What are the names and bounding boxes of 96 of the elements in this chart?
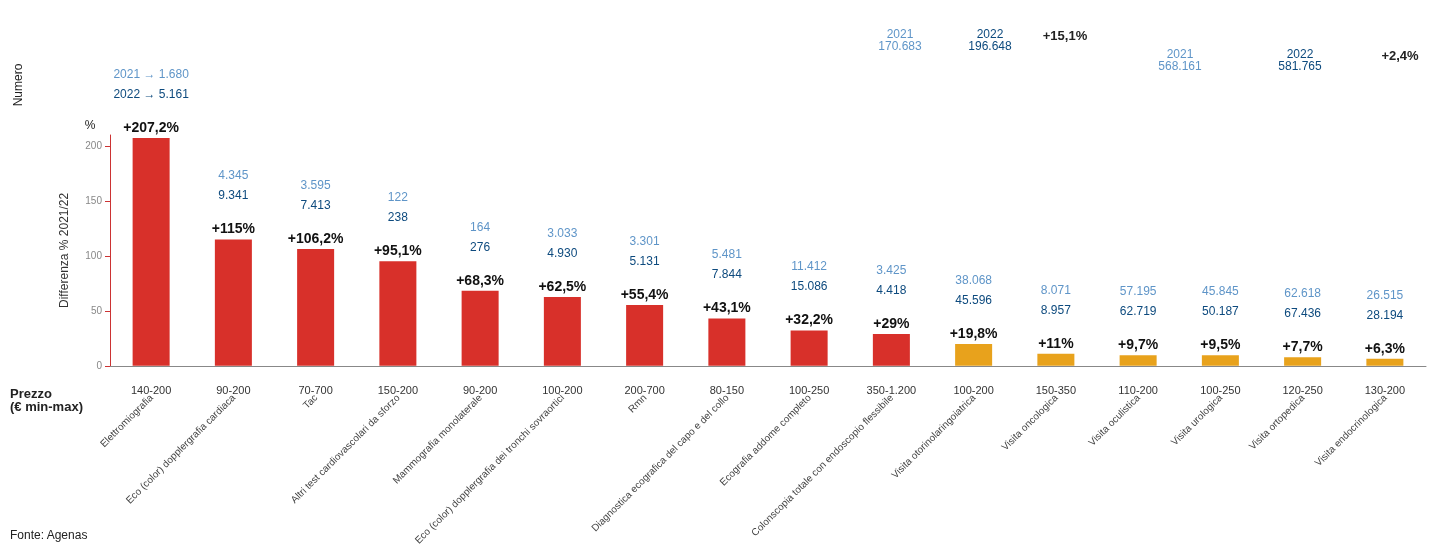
data-label: +62,5%	[538, 278, 587, 295]
data-label: +6,3%	[1364, 339, 1406, 356]
text: 2021 → 1.680	[113, 67, 190, 82]
annotation: 67.436	[1284, 306, 1322, 321]
annotation: 4.930	[547, 246, 578, 261]
annotation: 11.412	[791, 259, 828, 274]
annotation: 276	[470, 239, 491, 254]
annotation: 15.086	[790, 279, 828, 294]
data-label: +207,2%	[123, 119, 180, 136]
text: 2022 581.765	[1278, 47, 1323, 73]
text: 2021 170.683	[878, 27, 923, 53]
data-label: +55,4%	[620, 285, 670, 302]
text: 350-1.200	[866, 384, 917, 396]
bar	[461, 290, 499, 366]
text: +15,1%	[1042, 27, 1088, 43]
annotation: 9.341	[218, 188, 249, 203]
annotation: 5.481	[711, 247, 743, 262]
text: 90-200	[216, 384, 251, 396]
text: 200-700	[624, 384, 665, 396]
annotation: 4.418	[876, 282, 907, 297]
data-label: +11%	[1038, 334, 1075, 351]
data-label: +9,5%	[1200, 336, 1241, 353]
bar	[543, 297, 581, 366]
annotation: 8.071	[1040, 282, 1072, 297]
annotation: 7.844	[711, 267, 743, 282]
y-tick-label: 200	[85, 140, 103, 152]
text: 2022 → 5.161	[113, 87, 190, 102]
bar	[955, 344, 993, 366]
bar	[379, 261, 417, 366]
annotation: 45.845	[1202, 284, 1240, 299]
text: 2021 568.161	[1158, 47, 1203, 73]
annotation: 3.595	[300, 178, 331, 193]
bar	[790, 330, 828, 366]
bar	[1037, 353, 1075, 366]
annotation: 3.425	[876, 262, 907, 277]
text: 2022 196.648	[968, 27, 1013, 53]
y-tick-label: 50	[90, 305, 103, 317]
text: 80-150	[709, 384, 745, 396]
data-label: +7,7%	[1282, 338, 1324, 355]
annotation: 50.187	[1202, 304, 1240, 319]
annotation: 238	[387, 210, 409, 225]
annotation: 164	[470, 219, 491, 234]
text: 130-200	[1364, 384, 1406, 396]
bar	[708, 318, 746, 366]
text: 150-200	[377, 384, 419, 396]
bar	[1366, 358, 1404, 366]
annotation: 62.719	[1119, 304, 1157, 319]
y-axis-title: Differenza % 2021/22	[57, 192, 71, 308]
text: %	[84, 118, 96, 132]
data-label: +32,2%	[785, 311, 834, 328]
bar	[872, 333, 910, 366]
text: 100-200	[542, 384, 583, 396]
annotation: 3.033	[547, 226, 578, 241]
annotation: 38.068	[955, 273, 993, 288]
text: 100-250	[1200, 384, 1241, 396]
data-label: +9,7%	[1118, 336, 1159, 353]
source-note: Fonte: Agenas	[10, 528, 88, 542]
bar	[1119, 355, 1157, 366]
text: 140-200	[130, 384, 172, 396]
text: 110-200	[1118, 384, 1158, 396]
text: 100-250	[788, 384, 830, 396]
data-label: +106,2%	[287, 230, 344, 247]
annotation: 28.194	[1366, 307, 1404, 322]
data-label: +29%	[873, 314, 911, 331]
bar	[132, 138, 170, 366]
text: 70-700	[298, 384, 333, 396]
annotation: 7.413	[300, 198, 331, 213]
annotation: 62.618	[1284, 286, 1322, 301]
annotation: 122	[387, 190, 409, 205]
bar	[1284, 357, 1322, 366]
annotation: 8.957	[1040, 302, 1072, 317]
data-label: +115%	[211, 220, 256, 237]
bar	[214, 239, 252, 366]
data-label: +68,3%	[456, 271, 505, 288]
annotation: 26.515	[1366, 287, 1404, 302]
data-label: +95,1%	[373, 242, 423, 259]
annotation: 57.195	[1119, 284, 1157, 299]
annotation: 5.131	[629, 253, 660, 268]
annotation: 45.596	[955, 293, 993, 308]
text: 90-200	[462, 384, 498, 396]
y-tick-label: 100	[85, 250, 103, 262]
bar	[1201, 355, 1239, 366]
text: 120-250	[1282, 384, 1323, 396]
text: +2,4%	[1381, 47, 1420, 63]
y-tick-label: 0	[96, 360, 103, 372]
annotation: 3.301	[629, 233, 660, 248]
annotation: 4.345	[218, 168, 249, 183]
bar	[626, 304, 664, 366]
bar	[297, 249, 335, 366]
text: Numero	[11, 63, 25, 107]
text: 100-200	[953, 384, 994, 396]
data-label: +19,8%	[949, 325, 999, 342]
text: Prezzo (€ min-max)	[10, 386, 83, 414]
data-label: +43,1%	[702, 299, 752, 316]
text: 150-350	[1035, 384, 1077, 396]
y-tick-label: 150	[85, 195, 103, 207]
